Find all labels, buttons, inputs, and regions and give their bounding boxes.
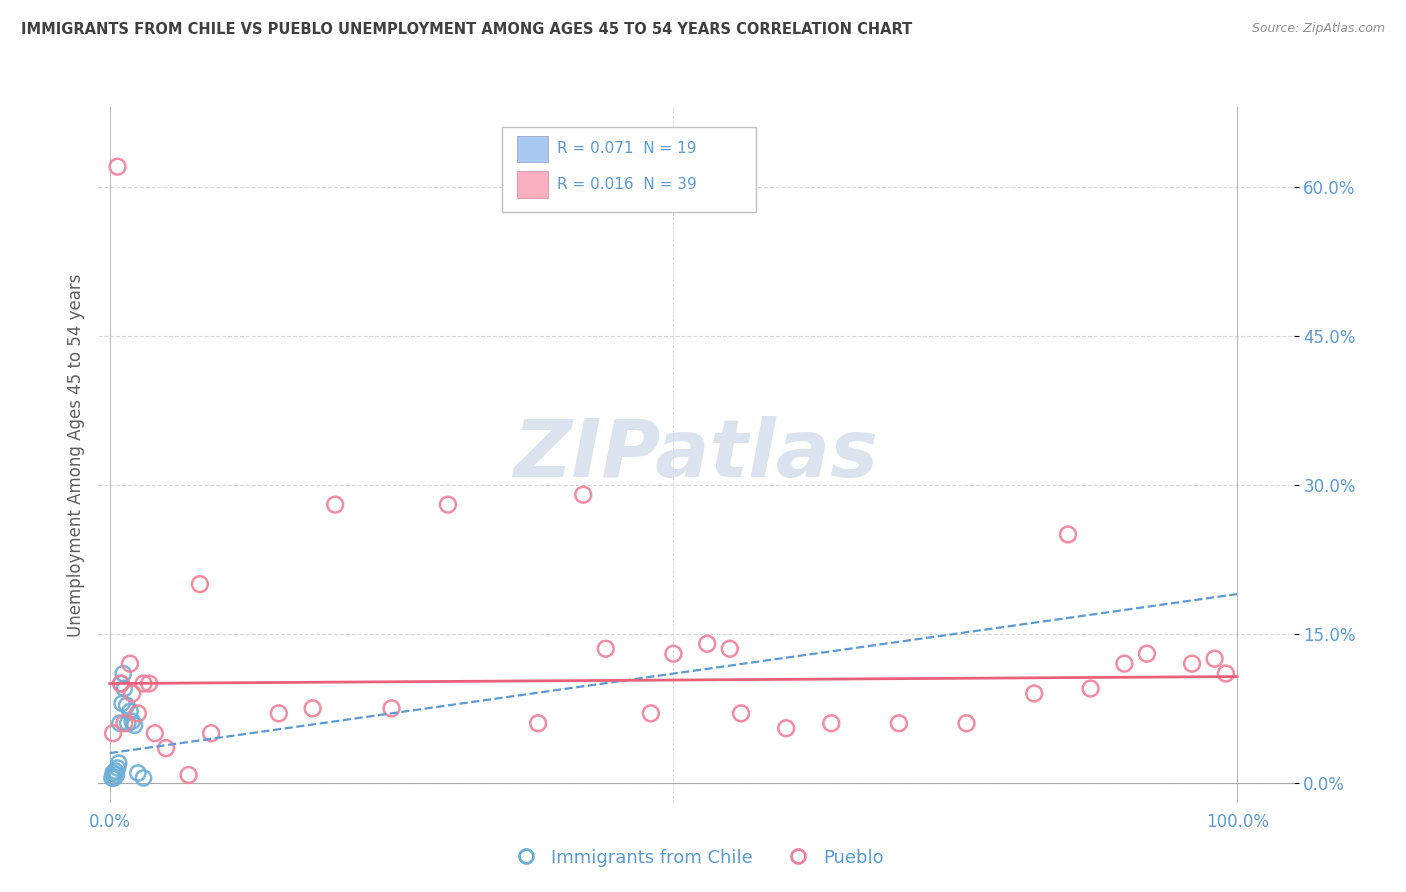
Point — [887, 716, 910, 731]
Point — [115, 698, 138, 713]
Point — [112, 681, 135, 696]
Point — [820, 716, 842, 731]
Point — [107, 160, 129, 174]
Point — [111, 697, 134, 711]
Point — [101, 726, 124, 740]
Point — [572, 488, 595, 502]
Point — [177, 768, 200, 782]
Point — [696, 637, 718, 651]
Point — [1136, 647, 1159, 661]
Point — [955, 716, 977, 731]
Point — [188, 577, 211, 591]
Point — [662, 647, 685, 661]
Point — [1204, 651, 1226, 665]
Point — [380, 701, 402, 715]
Point — [200, 726, 222, 740]
Point — [132, 771, 155, 785]
Point — [1215, 666, 1237, 681]
Text: ZIPatlas: ZIPatlas — [513, 416, 879, 494]
Point — [112, 716, 135, 731]
Point — [121, 686, 143, 700]
Text: IMMIGRANTS FROM CHILE VS PUEBLO UNEMPLOYMENT AMONG AGES 45 TO 54 YEARS CORRELATI: IMMIGRANTS FROM CHILE VS PUEBLO UNEMPLOY… — [21, 22, 912, 37]
Point — [143, 726, 166, 740]
Point — [118, 657, 141, 671]
Point — [105, 768, 128, 782]
Point — [112, 666, 135, 681]
Legend: Immigrants from Chile, Pueblo: Immigrants from Chile, Pueblo — [501, 841, 891, 874]
Point — [1080, 681, 1102, 696]
Point — [155, 741, 177, 756]
Point — [323, 498, 346, 512]
Point — [103, 771, 125, 785]
Point — [104, 764, 127, 778]
Point — [437, 498, 460, 512]
Point — [730, 706, 752, 721]
Point — [101, 766, 124, 780]
Point — [107, 756, 129, 770]
Point — [108, 716, 131, 731]
Point — [138, 676, 160, 690]
Point — [301, 701, 323, 715]
Point — [124, 718, 146, 732]
Point — [1114, 657, 1136, 671]
Point — [117, 716, 139, 731]
Y-axis label: Unemployment Among Ages 45 to 54 years: Unemployment Among Ages 45 to 54 years — [66, 273, 84, 637]
Text: Source: ZipAtlas.com: Source: ZipAtlas.com — [1251, 22, 1385, 36]
Point — [595, 641, 617, 656]
Point — [107, 761, 129, 775]
Point — [127, 766, 149, 780]
Point — [121, 714, 143, 729]
Point — [110, 676, 132, 690]
Text: R = 0.016  N = 39: R = 0.016 N = 39 — [557, 178, 696, 192]
Point — [718, 641, 741, 656]
Point — [1181, 657, 1204, 671]
Point — [1057, 527, 1080, 541]
Point — [127, 706, 149, 721]
Point — [110, 676, 132, 690]
Point — [267, 706, 290, 721]
Point — [132, 676, 155, 690]
Point — [101, 771, 124, 785]
Text: R = 0.071  N = 19: R = 0.071 N = 19 — [557, 142, 696, 156]
Point — [527, 716, 550, 731]
Point — [775, 721, 797, 735]
Point — [640, 706, 662, 721]
Point — [118, 704, 141, 718]
Point — [1024, 686, 1046, 700]
